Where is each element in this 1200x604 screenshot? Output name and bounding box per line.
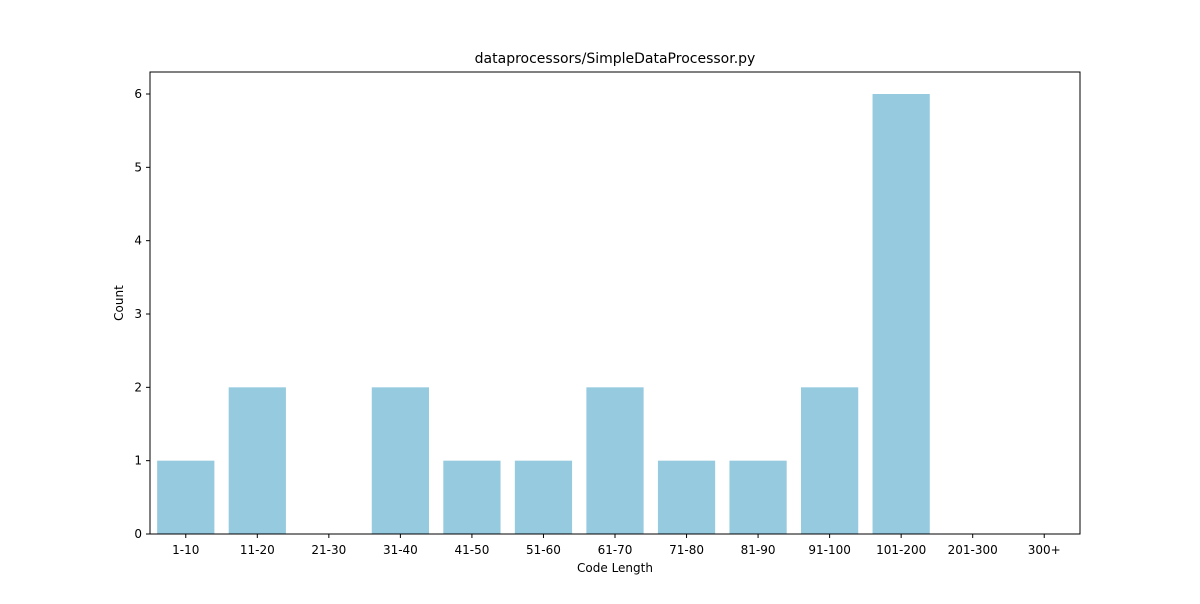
x-tick-label: 61-70 — [598, 543, 633, 557]
x-tick-label: 81-90 — [741, 543, 776, 557]
bar-81-90 — [729, 460, 787, 534]
y-axis-title: Count — [112, 285, 126, 321]
x-tick-label: 21-30 — [311, 543, 346, 557]
bar-71-80 — [657, 460, 716, 534]
x-tick-label: 51-60 — [526, 543, 561, 557]
bar-11-20 — [228, 387, 286, 534]
bar-41-50 — [443, 460, 501, 534]
x-tick-label: 91-100 — [808, 543, 851, 557]
x-tick-label: 300+ — [1028, 543, 1061, 557]
y-tick-label: 6 — [134, 87, 142, 101]
bar-101-200 — [872, 94, 930, 534]
y-tick-label: 0 — [134, 527, 142, 541]
x-tick-label: 41-50 — [454, 543, 489, 557]
chart-title: dataprocessors/SimpleDataProcessor.py — [475, 51, 756, 67]
bars-group — [157, 94, 930, 534]
bar-31-40 — [371, 387, 429, 534]
plot-area-frame — [149, 71, 1081, 535]
x-tick-label: 71-80 — [669, 543, 704, 557]
y-tick-label: 4 — [134, 234, 142, 248]
x-axis-ticks: 1-10 11-20 21-30 31-40 41-50 51-60 61-70 71-80 8… — [172, 534, 1061, 557]
x-tick-label: 1-10 — [172, 543, 199, 557]
x-tick-label: 11-20 — [240, 543, 275, 557]
y-tick-label: 2 — [134, 380, 142, 394]
x-tick-label: 31-40 — [383, 543, 418, 557]
y-tick-label: 5 — [134, 160, 142, 174]
y-tick-label: 1 — [134, 454, 142, 468]
y-axis-ticks: 0 1 2 3 4 5 6 — [134, 87, 150, 541]
x-axis-title: Code Length — [577, 561, 653, 575]
x-tick-label: 201-300 — [948, 543, 998, 557]
bar-91-100 — [801, 387, 859, 534]
bar-61-70 — [586, 387, 644, 534]
x-tick-label: 101-200 — [876, 543, 926, 557]
y-tick-label: 3 — [134, 307, 142, 321]
bar-51-60 — [514, 460, 573, 534]
bar-1-10 — [157, 460, 215, 534]
